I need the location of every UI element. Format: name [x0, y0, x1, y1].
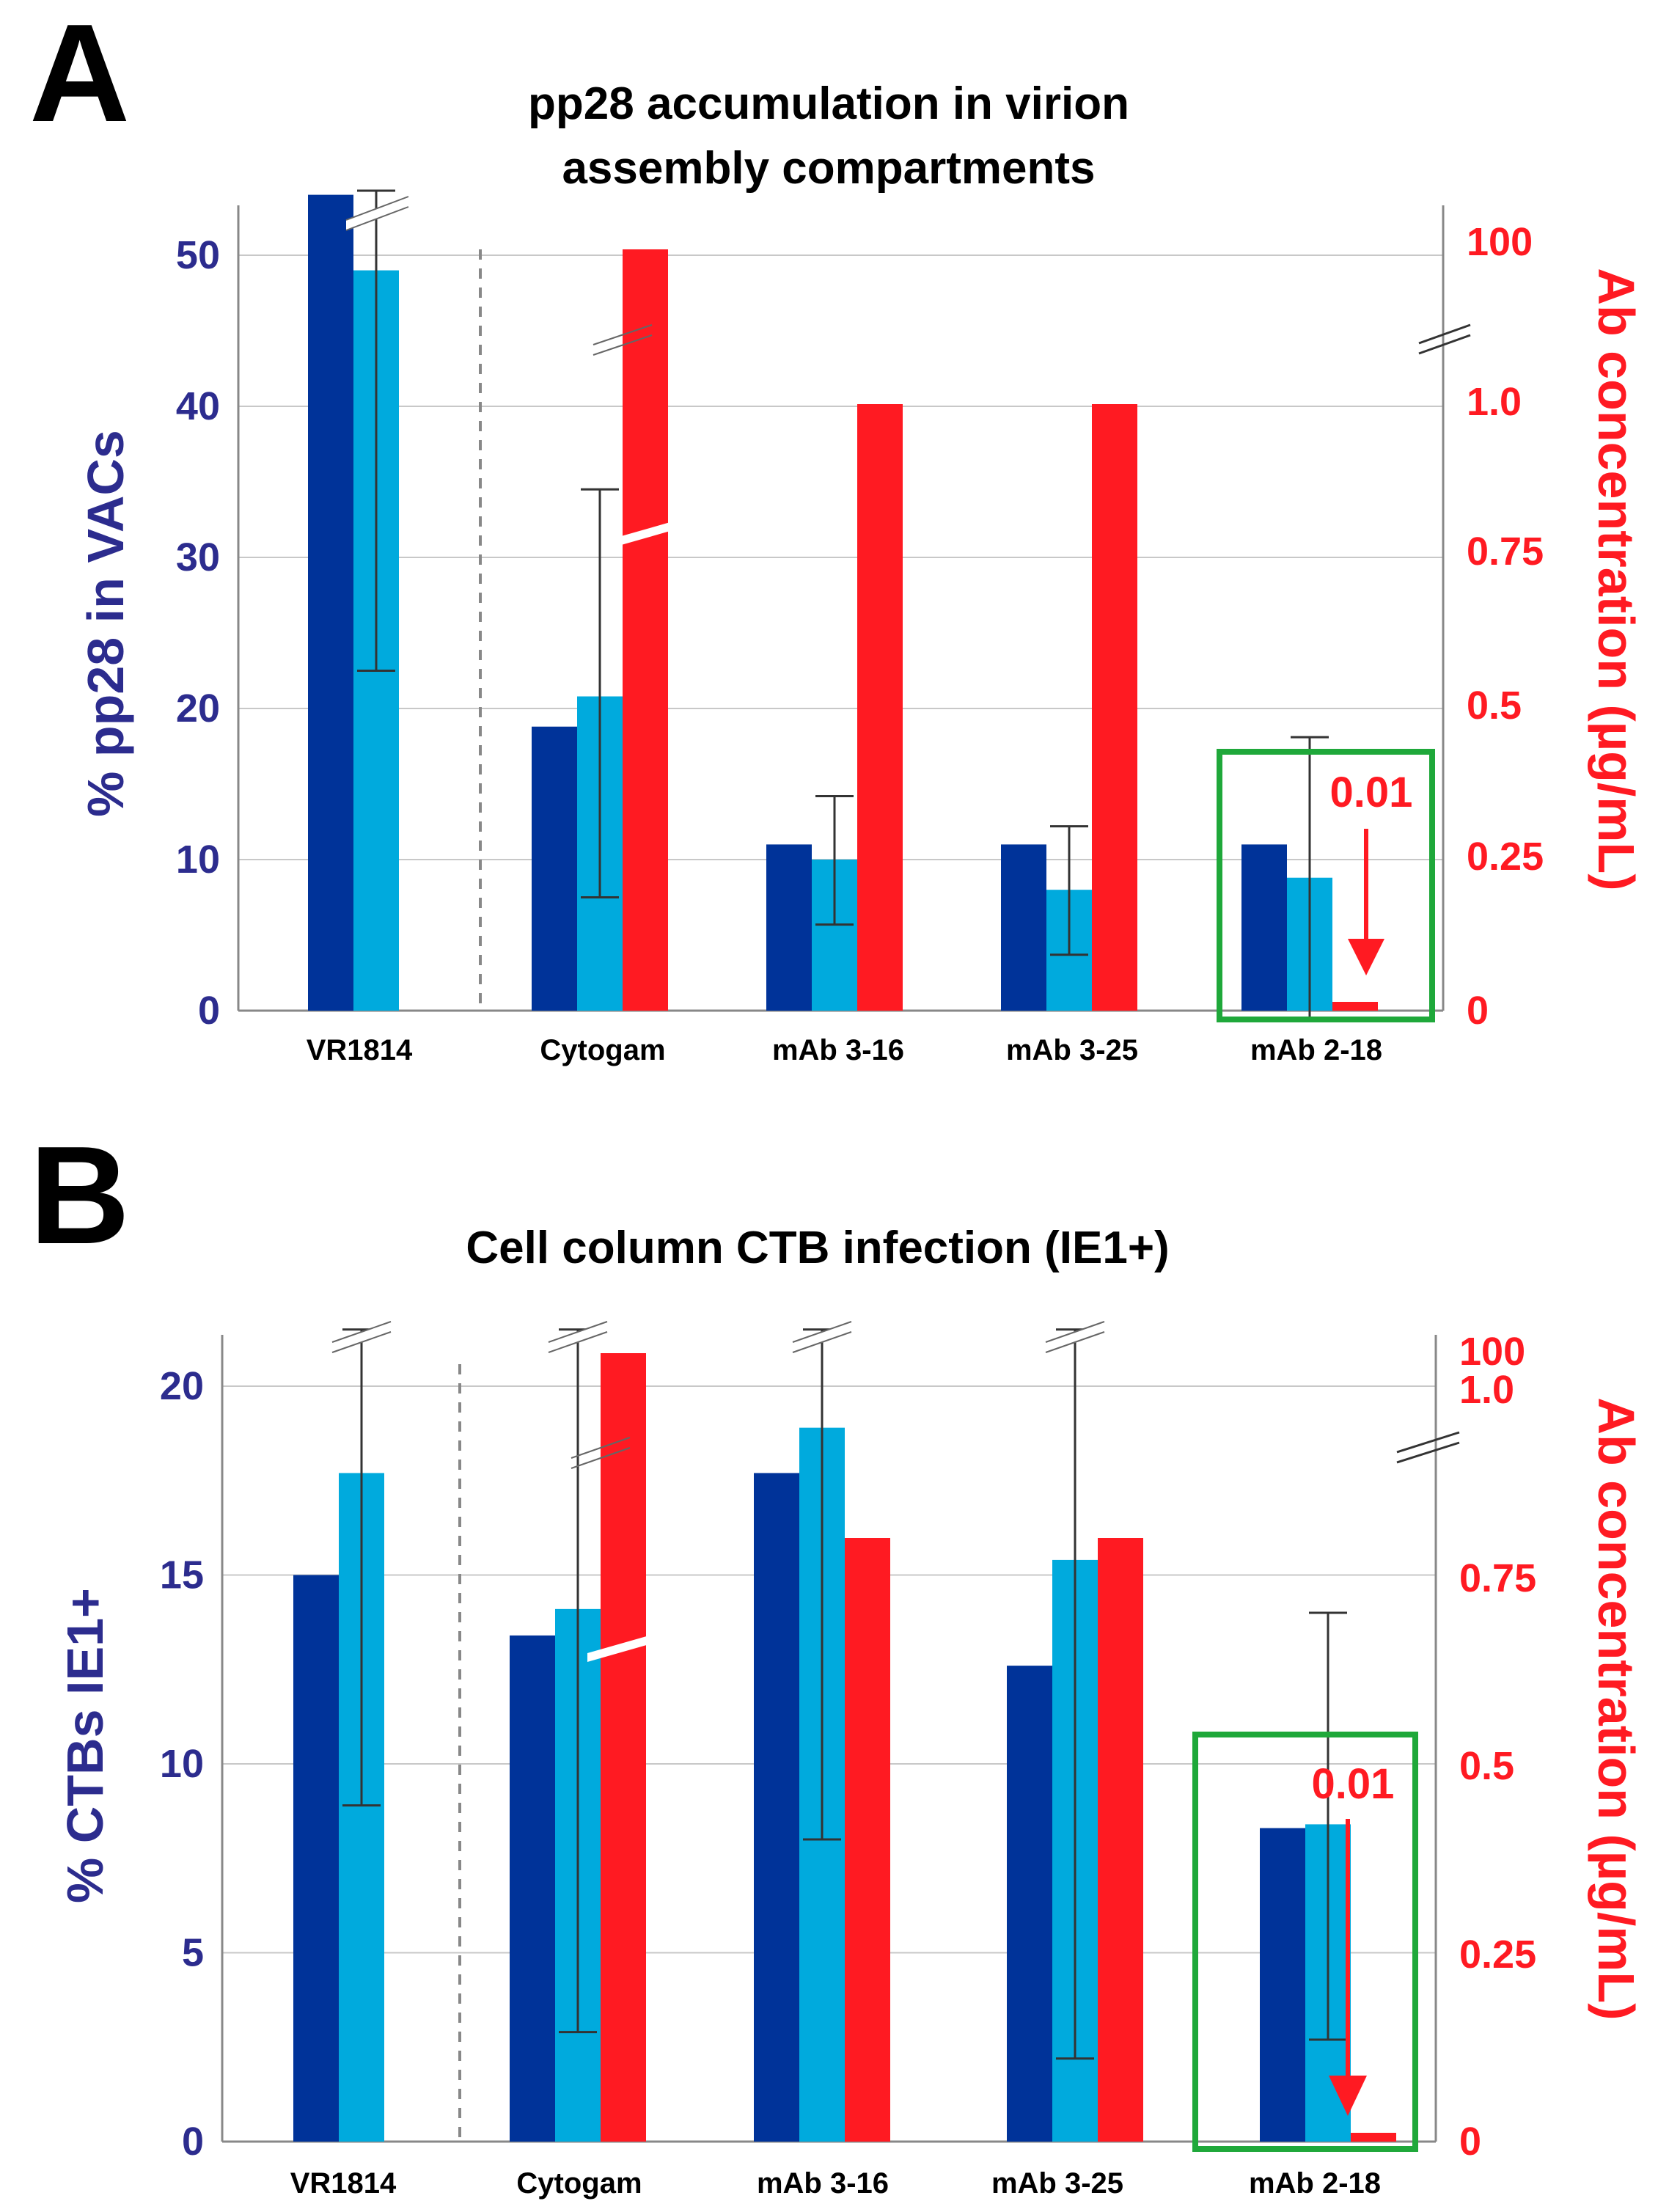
down-arrow — [1348, 829, 1384, 975]
bar-dark-blue — [1007, 1666, 1052, 2142]
break-mark — [331, 1331, 392, 1353]
y-tick-label-right: 0.25 — [1467, 835, 1544, 879]
bar-break-gap — [609, 519, 681, 549]
chart-title: Cell column CTB infection (IE1+) — [466, 1223, 1169, 1273]
bar-ab-concentration — [1098, 1538, 1143, 2142]
highlight-box — [1217, 749, 1435, 1022]
y-tick-label-right: 1.0 — [1459, 1368, 1514, 1412]
x-category-label: mAb 2-18 — [1249, 2167, 1381, 2200]
bar-dark-blue — [1241, 844, 1287, 1011]
bar-ab-concentration — [845, 1538, 890, 2142]
y-tick-label-right: 1.0 — [1467, 380, 1522, 424]
x-category-label: VR1814 — [290, 2167, 397, 2200]
x-category-label: mAb 3-25 — [1006, 1034, 1138, 1066]
y-tick-label-left: 30 — [176, 535, 220, 579]
break-mark — [593, 324, 653, 345]
y-tick-label-right: 100 — [1459, 1330, 1525, 1374]
y-tick-label-left: 10 — [176, 838, 220, 882]
highlight-box — [1192, 1732, 1418, 2152]
bar-dark-blue — [510, 1635, 555, 2142]
break-gap — [793, 1322, 851, 1352]
y-tick-label-right: 0.25 — [1459, 1933, 1536, 1977]
panel-label-b: B — [29, 1118, 130, 1273]
bar-dark-blue — [766, 844, 812, 1011]
x-category-label: Cytogam — [516, 2167, 642, 2200]
y-tick-label-left: 50 — [176, 233, 220, 277]
x-category-label: VR1814 — [307, 1034, 413, 1066]
axis-break-right — [1418, 323, 1471, 355]
y-tick-label-right: 0 — [1459, 2120, 1481, 2164]
x-category-label: mAb 3-16 — [757, 2167, 889, 2200]
break-gap — [332, 1322, 391, 1352]
bar-dark-blue — [1260, 1828, 1305, 2142]
panel-label-a: A — [29, 0, 130, 151]
break-mark — [331, 1321, 392, 1343]
bar-break-gap — [587, 1633, 659, 1662]
bar-break-gap — [346, 197, 408, 230]
y-tick-labels-right: 0 0.25 0.5 0.75 1.0 100 — [1467, 220, 1544, 1033]
gridlines — [238, 254, 1443, 860]
y-tick-label-right: 100 — [1467, 220, 1533, 264]
annotation-value: 0.01 — [1312, 1760, 1395, 1808]
x-category-label: mAb 3-25 — [991, 2167, 1123, 2200]
chart-title-line1: pp28 accumulation in virion — [528, 78, 1129, 129]
y-tick-label-right: 0 — [1467, 989, 1489, 1033]
annotation-value: 0.01 — [1330, 769, 1413, 816]
panel-a: A pp28 accumulation in virion assembly c… — [29, 0, 1645, 1066]
y-tick-label-left: 20 — [176, 686, 220, 730]
break-mark — [548, 1321, 608, 1343]
y-axis-label-right: Ab concentration (µg/mL) — [1588, 1397, 1645, 2020]
bar-ab-concentration — [1351, 2133, 1396, 2142]
x-category-label: Cytogam — [540, 1034, 665, 1066]
y-tick-labels-left: 0 5 10 15 20 — [160, 1364, 204, 2164]
bar-dark-blue — [1001, 844, 1046, 1011]
y-tick-labels-left: 0 10 20 30 40 50 — [176, 233, 220, 1033]
y-tick-label-left: 20 — [160, 1364, 204, 1408]
y-tick-label-right: 0.75 — [1459, 1556, 1536, 1600]
x-category-label: mAb 2-18 — [1250, 1034, 1382, 1066]
down-arrow — [1329, 1819, 1367, 2116]
bar-ab-concentration — [1332, 1002, 1378, 1011]
y-tick-label-left: 40 — [176, 384, 220, 428]
bars — [308, 189, 1378, 1019]
break-mark — [571, 1437, 631, 1459]
y-tick-label-right: 0.5 — [1467, 684, 1522, 728]
y-tick-label-left: 5 — [182, 1931, 204, 1975]
break-gap — [549, 1322, 607, 1352]
bar-ab-concentration — [1092, 404, 1137, 1011]
y-tick-label-right: 0.75 — [1467, 530, 1544, 574]
x-category-labels: VR1814 Cytogam mAb 3-16 mAb 3-25 mAb 2-18 — [307, 1034, 1382, 1066]
bar-ab-concentration — [601, 1353, 646, 2142]
y-tick-label-left: 0 — [198, 989, 220, 1033]
break-mark — [548, 1331, 608, 1353]
y-axis-label-right: Ab concentration (µg/mL) — [1588, 268, 1645, 890]
y-axis-label-left: % pp28 in VACs — [77, 430, 134, 817]
bar-dark-blue — [754, 1473, 799, 2142]
y-tick-label-left: 0 — [182, 2120, 204, 2164]
bar-dark-blue — [308, 194, 353, 1011]
bar-dark-blue — [532, 726, 577, 1011]
y-tick-label-left: 10 — [160, 1742, 204, 1786]
break-mark — [571, 1447, 631, 1469]
x-category-labels: VR1814 Cytogam mAb 3-16 mAb 3-25 mAb 2-18 — [290, 2167, 1381, 2200]
bar-ab-concentration — [623, 249, 668, 1011]
y-tick-label-right: 0.5 — [1459, 1744, 1514, 1788]
break-mark — [792, 1321, 852, 1343]
break-gap — [1046, 1322, 1104, 1352]
break-mark — [593, 334, 653, 356]
break-mark — [1045, 1331, 1105, 1353]
break-mark — [1045, 1321, 1105, 1343]
break-mark — [792, 1331, 852, 1353]
break-mark — [345, 196, 409, 221]
bar-dark-blue — [293, 1575, 339, 2142]
y-axis-label-left: % CTBs IE1+ — [56, 1588, 114, 1903]
break-mark — [345, 206, 409, 231]
bar-ab-concentration — [857, 404, 903, 1011]
axis-break-right — [1396, 1431, 1460, 1464]
x-category-label: mAb 3-16 — [772, 1034, 904, 1066]
panel-b: B Cell column CTB infection (IE1+) 0 5 10 1… — [29, 1118, 1645, 2200]
chart-title-line2: assembly compartments — [562, 143, 1095, 194]
y-tick-label-left: 15 — [160, 1553, 204, 1597]
